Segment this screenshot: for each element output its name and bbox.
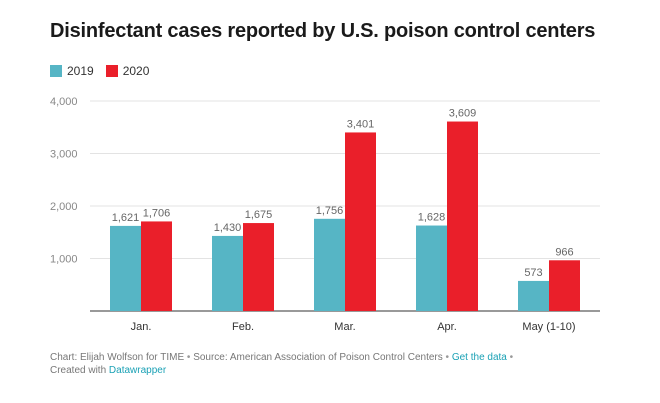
chart-footer: Chart: Elijah Wolfson for TIME • Source:… <box>50 351 513 377</box>
legend-label-2019: 2019 <box>67 64 94 78</box>
legend-swatch-2020 <box>105 65 118 77</box>
data-label-2019: 1,430 <box>214 222 242 234</box>
data-label-2019: 573 <box>524 267 542 279</box>
footer-line-1: Chart: Elijah Wolfson for TIME • Source:… <box>50 351 513 364</box>
x-tick-label: Apr. <box>437 321 457 333</box>
footer-separator: • <box>186 352 194 363</box>
datawrapper-link[interactable]: Datawrapper <box>108 365 167 376</box>
legend: 2019 2020 <box>50 64 161 78</box>
legend-item-2019: 2019 <box>50 64 94 78</box>
bar-2020 <box>345 132 376 311</box>
y-tick-label: 3,000 <box>50 149 78 161</box>
footer-created-with: Created with <box>50 365 107 376</box>
footer-separator: • <box>445 352 452 363</box>
data-label-2020: 966 <box>555 246 573 258</box>
y-tick-label: 1,000 <box>50 254 78 266</box>
data-label-2020: 3,609 <box>449 108 477 120</box>
data-label-2020: 3,401 <box>347 118 375 130</box>
bar-2020 <box>549 260 580 311</box>
bar-2020 <box>243 223 274 311</box>
legend-swatch-2019 <box>50 65 62 77</box>
data-label-2019: 1,756 <box>316 205 344 217</box>
footer-source: Source: American Association of Poison C… <box>193 352 443 363</box>
footer-credit: Chart: Elijah Wolfson for TIME <box>50 352 185 363</box>
data-label-2020: 1,675 <box>245 209 273 221</box>
bar-2020 <box>447 121 478 311</box>
get-the-data-link[interactable]: Get the data <box>451 352 507 363</box>
x-tick-label: Mar. <box>334 321 355 333</box>
x-tick-label: Feb. <box>232 321 254 333</box>
y-tick-label: 4,000 <box>50 96 78 108</box>
y-tick-label: 2,000 <box>50 201 78 213</box>
data-label-2019: 1,621 <box>112 212 140 224</box>
bar-2020 <box>141 221 172 311</box>
chart-title: Disinfectant cases reported by U.S. pois… <box>50 20 596 42</box>
legend-item-2020: 2020 <box>105 64 150 78</box>
footer-line-2: Created with Datawrapper <box>50 364 513 377</box>
bar-2019 <box>212 235 243 311</box>
bar-2019 <box>110 225 141 311</box>
legend-label-2020: 2020 <box>122 64 150 78</box>
data-label-2020: 1,706 <box>143 207 171 219</box>
bar-2019 <box>518 280 549 311</box>
bar-2019 <box>314 218 345 311</box>
footer-separator: • <box>509 352 514 363</box>
x-tick-label: May (1-10) <box>522 321 575 333</box>
data-label-2019: 1,628 <box>418 212 446 224</box>
bar-2019 <box>416 225 447 311</box>
x-tick-label: Jan. <box>131 321 152 333</box>
